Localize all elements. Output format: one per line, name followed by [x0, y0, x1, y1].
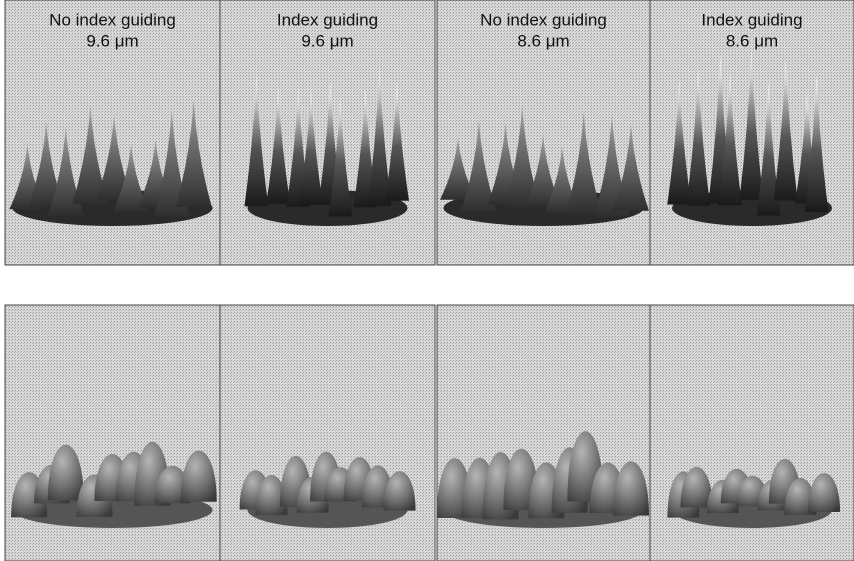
panel — [437, 305, 650, 561]
panel: No index guiding 9.6 μm — [5, 0, 220, 265]
panel-size: 9.6 μm — [86, 31, 138, 50]
panel — [220, 305, 435, 561]
panel-size: 9.6 μm — [301, 31, 353, 50]
panel: Index guiding 8.6 μm — [650, 0, 854, 265]
panel: No index guiding 8.6 μm — [437, 0, 650, 265]
panel — [650, 305, 854, 561]
panels: No index guiding 9.6 μm Index guiding 9.6 μ… — [5, 0, 854, 561]
panel-label: No index guiding — [49, 10, 176, 29]
figure: No index guiding 9.6 μm Index guiding 9.6 μ… — [0, 0, 854, 561]
panel-size: 8.6 μm — [726, 31, 778, 50]
panel-label: Index guiding — [701, 10, 802, 29]
panel — [5, 305, 220, 561]
panel-label: No index guiding — [480, 10, 607, 29]
panel-size: 8.6 μm — [517, 31, 569, 50]
panel-label: Index guiding — [277, 10, 378, 29]
panel: Index guiding 9.6 μm — [220, 0, 435, 265]
